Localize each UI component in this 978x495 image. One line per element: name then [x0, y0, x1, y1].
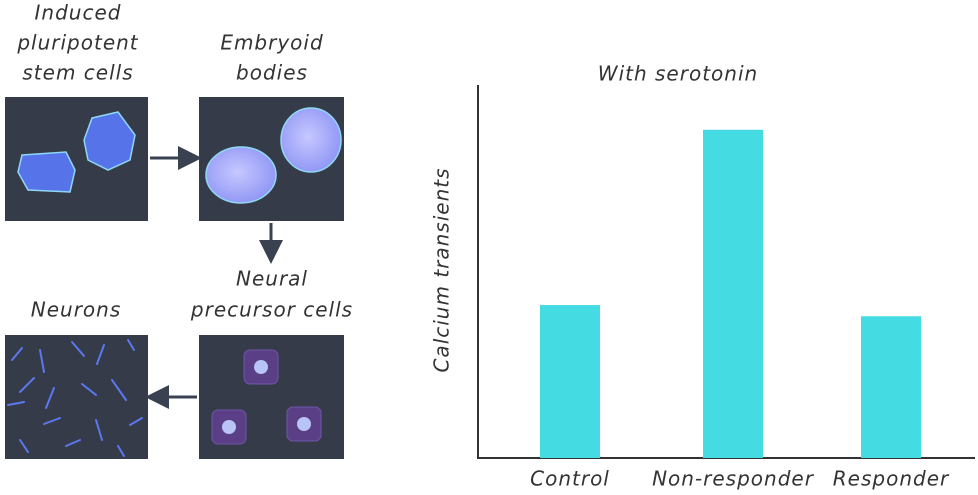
npc-panel [199, 335, 344, 459]
y-axis-label: Calcium transients [430, 167, 454, 372]
node-label: stem cells [22, 61, 133, 85]
arrows [145, 146, 283, 409]
x-tick-label: Non-responder [652, 467, 815, 491]
node-label: Induced [35, 1, 122, 25]
node-label: precursor cells [190, 298, 353, 322]
x-tick-label: Control [530, 467, 610, 491]
bar [861, 316, 921, 458]
node-label: bodies [236, 61, 308, 85]
chart-title: With serotonin [598, 62, 758, 86]
eb-panel [199, 97, 344, 221]
bar [540, 305, 600, 458]
bar [703, 129, 763, 458]
node-label: pluripotent [16, 31, 138, 55]
x-tick-label: Responder [833, 467, 950, 491]
node-label: Embryoid [220, 31, 323, 55]
ipsc-panel [5, 97, 148, 221]
node-label: Neural [236, 267, 308, 291]
neuron-panel [5, 335, 148, 459]
node-label: Neurons [31, 298, 122, 322]
